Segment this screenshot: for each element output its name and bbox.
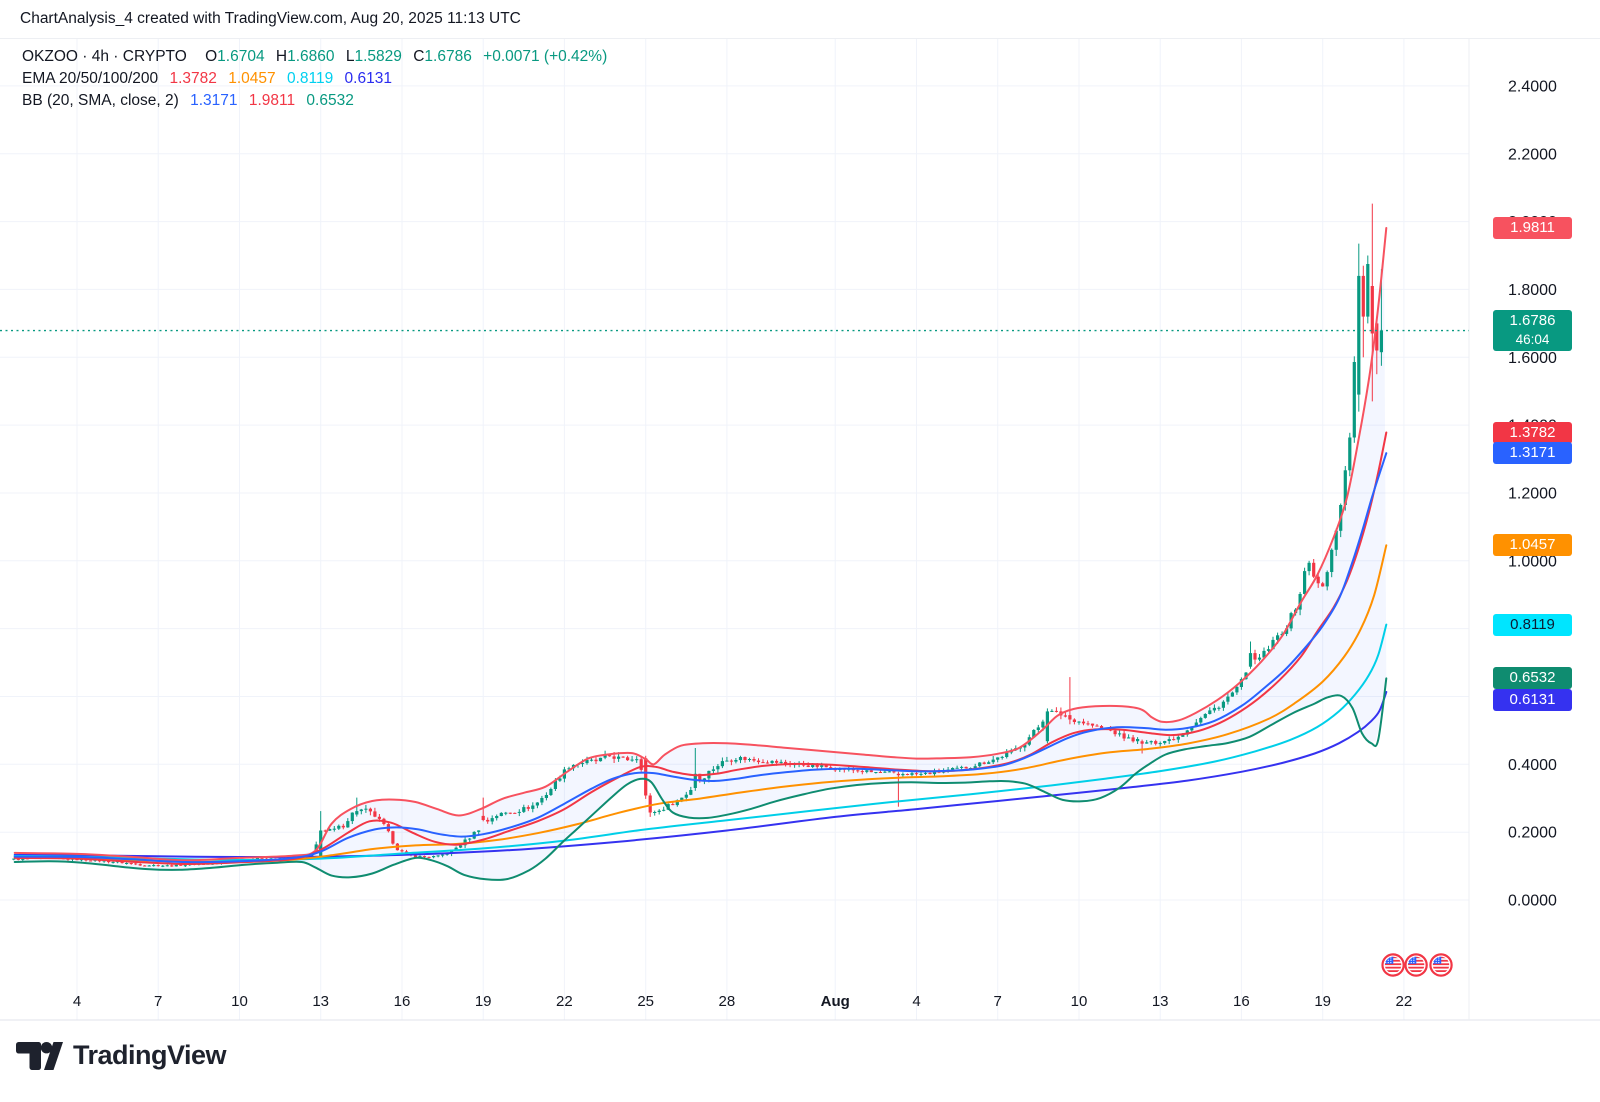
bb-indicator-row[interactable]: BB (20, SMA, close, 2) 1.3171 1.9811 0.6…: [22, 90, 607, 112]
ema100-value: 0.8119: [286, 70, 334, 87]
time-tick-label: 16: [394, 993, 411, 1010]
us-flag-icon[interactable]: [1429, 953, 1453, 977]
tradingview-logo-icon: [16, 1041, 63, 1070]
high-label: H: [275, 48, 288, 65]
line-bb-upper: [13, 227, 1388, 862]
bb-upper-value: 1.9811: [248, 92, 296, 109]
time-tick-label: Aug: [821, 993, 850, 1010]
event-flags[interactable]: [1381, 953, 1453, 977]
price-tick-label: 2.0000: [1508, 214, 1557, 231]
tradingview-attribution[interactable]: TradingView: [16, 1040, 227, 1071]
high-value: 1.6860: [287, 48, 335, 65]
time-tick-label: 7: [994, 993, 1002, 1010]
time-tick-label: 4: [912, 993, 920, 1010]
legend-panel: OKZOO · 4h · CRYPTO O1.6704 H1.6860 L1.5…: [22, 46, 607, 112]
open-value: 1.6704: [217, 48, 265, 65]
price-tick-label: 0.4000: [1508, 757, 1557, 774]
line-ema50: [13, 544, 1388, 863]
price-tick-label: 1.4000: [1508, 418, 1557, 435]
ema50-value: 1.0457: [228, 70, 276, 87]
time-tick-label: 10: [231, 993, 248, 1010]
symbol-title[interactable]: OKZOO · 4h · CRYPTO: [22, 48, 187, 65]
time-tick-label: 19: [475, 993, 492, 1010]
line-bb-basis: [13, 452, 1388, 864]
price-tick-label: 0.6000: [1508, 689, 1557, 706]
chart-title: ChartAnalysis_4 created with TradingView…: [20, 10, 521, 27]
us-flag-icon[interactable]: [1381, 953, 1405, 977]
price-tick-label: 1.6000: [1508, 350, 1557, 367]
bb-basis-value: 1.3171: [190, 92, 238, 109]
time-tick-label: 22: [556, 993, 573, 1010]
bb-label[interactable]: BB (20, SMA, close, 2): [22, 92, 179, 109]
price-tick-label: 0.8000: [1508, 621, 1557, 638]
ema200-value: 0.6131: [344, 70, 392, 87]
price-tick-label: 0.0000: [1508, 893, 1557, 910]
line-bb-lower: [13, 677, 1388, 881]
time-tick-label: 16: [1233, 993, 1250, 1010]
line-ema100: [13, 623, 1388, 861]
tradingview-wordmark: TradingView: [73, 1040, 227, 1070]
price-tick-label: 0.2000: [1508, 825, 1557, 842]
title-bar: ChartAnalysis_4 created with TradingView…: [0, 0, 1600, 39]
time-tick-label: 4: [73, 993, 81, 1010]
price-tick-label: 2.2000: [1508, 146, 1557, 163]
price-tick-label: 1.2000: [1508, 486, 1557, 503]
close-label: C: [413, 48, 425, 65]
price-tick-label: 2.4000: [1508, 78, 1557, 95]
line-ema20: [13, 431, 1388, 866]
symbol-row[interactable]: OKZOO · 4h · CRYPTO O1.6704 H1.6860 L1.5…: [22, 46, 607, 68]
price-axis-labels[interactable]: 2.4000 2.2000 2.0000 1.8000 1.6000 1.4000 1.20…: [1508, 78, 1557, 909]
close-value: 1.6786: [424, 48, 472, 65]
ema20-value: 1.3782: [169, 70, 217, 87]
time-tick-label: 28: [719, 993, 736, 1010]
low-value: 1.5829: [354, 48, 402, 65]
time-tick-label: 7: [154, 993, 162, 1010]
time-tick-label: 10: [1071, 993, 1088, 1010]
ema-indicator-row[interactable]: EMA 20/50/100/200 1.3782 1.0457 0.8119 0…: [22, 68, 607, 90]
price-tick-label: 1.8000: [1508, 282, 1557, 299]
low-label: L: [345, 48, 355, 65]
bb-lower-value: 0.6532: [306, 92, 354, 109]
ema-label[interactable]: EMA 20/50/100/200: [22, 70, 159, 87]
time-tick-label: 13: [1152, 993, 1169, 1010]
time-tick-label: 13: [312, 993, 329, 1010]
time-tick-label: 22: [1396, 993, 1413, 1010]
us-flag-icon[interactable]: [1404, 953, 1428, 977]
open-label: O: [205, 48, 218, 65]
time-axis-labels[interactable]: 4 7 10 13 16 19 22 25 28 Aug 4 7 10 13 16 19 22: [73, 993, 1412, 1010]
price-tick-label: 1.0000: [1508, 553, 1557, 570]
time-tick-label: 19: [1314, 993, 1331, 1010]
bollinger-band-fill: [13, 250, 1387, 880]
change-value: +0.0071 (+0.42%): [483, 48, 608, 65]
indicator-lines: [13, 227, 1388, 881]
time-tick-label: 25: [637, 993, 654, 1010]
